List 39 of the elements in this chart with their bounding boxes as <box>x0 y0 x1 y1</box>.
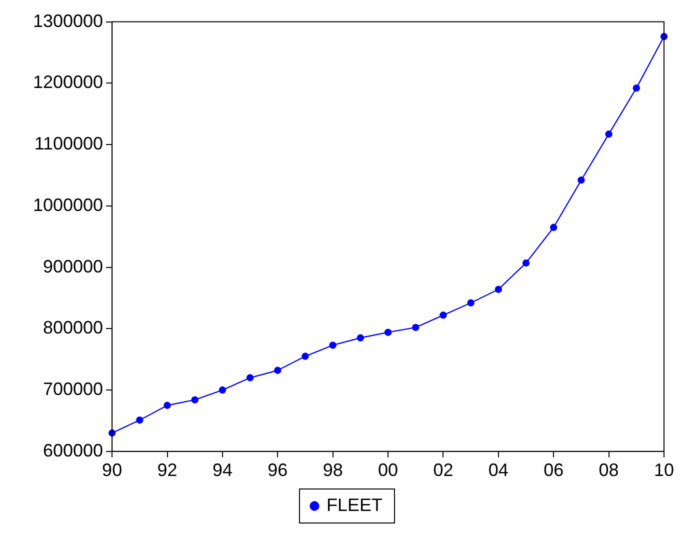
y-tick-label: 1100000 <box>34 134 104 154</box>
point <box>136 416 144 424</box>
point <box>412 324 420 332</box>
point <box>522 259 530 267</box>
y-tick-label: 1000000 <box>32 194 104 215</box>
x-tick-label: 98 <box>322 460 343 480</box>
point <box>440 312 447 319</box>
x-tick-label: 10 <box>654 460 674 480</box>
point <box>302 352 309 360</box>
point <box>550 224 558 231</box>
x-tick-label: 90 <box>102 460 122 480</box>
x-tick-label: 06 <box>544 460 564 480</box>
point <box>191 396 198 404</box>
x-tick-label: 92 <box>157 460 178 480</box>
x-tick-label: 02 <box>433 460 454 480</box>
y-tick-label: 1200000 <box>32 72 104 92</box>
x-tick-label: 96 <box>268 460 288 480</box>
point <box>494 286 502 293</box>
point <box>329 342 336 349</box>
point <box>218 386 226 394</box>
y-tick-label: 600000 <box>42 440 104 460</box>
point <box>164 402 171 409</box>
point <box>356 334 364 342</box>
y-tick-label: 700000 <box>42 378 104 399</box>
x-tick-label: 94 <box>212 460 232 480</box>
y-tick-label: 800000 <box>42 318 104 338</box>
y-tick-label: 1300000 <box>32 10 104 31</box>
y-tick-label: 900000 <box>42 256 104 276</box>
point <box>605 130 612 138</box>
point <box>632 84 640 92</box>
point <box>467 299 474 306</box>
x-tick-label: 00 <box>378 460 398 480</box>
point <box>274 366 282 374</box>
point <box>246 374 254 382</box>
x-tick-label: 08 <box>598 460 619 480</box>
legend-label: FLEET <box>326 494 383 515</box>
x-tick-label: 04 <box>488 460 508 480</box>
point <box>578 176 585 184</box>
point <box>384 328 392 336</box>
